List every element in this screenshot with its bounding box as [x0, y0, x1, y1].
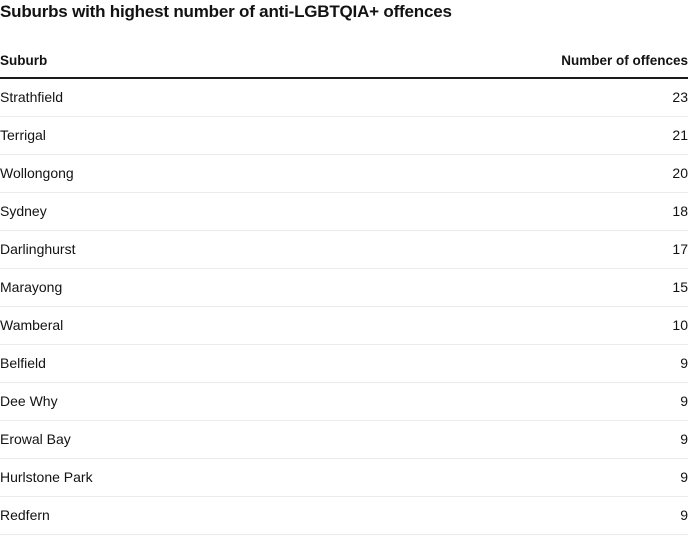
suburb-cell: Wamberal	[0, 306, 344, 345]
suburb-cell: Sydney	[0, 192, 344, 231]
offences-table: Suburb Number of offences Strathfield 23 T…	[0, 23, 688, 535]
suburb-cell: Marayong	[0, 268, 344, 307]
column-header-suburb: Suburb	[0, 23, 344, 79]
table-row: Marayong 15	[0, 268, 688, 307]
table-row: Wollongong 20	[0, 154, 688, 193]
offences-cell: 10	[344, 306, 688, 345]
table-row: Erowal Bay 9	[0, 420, 688, 459]
offences-cell: 17	[344, 230, 688, 269]
table-row: Wamberal 10	[0, 306, 688, 345]
table-row: Strathfield 23	[0, 78, 688, 117]
suburb-cell: Wollongong	[0, 154, 344, 193]
table-header-row: Suburb Number of offences	[0, 23, 688, 79]
table-row: Belfield 9	[0, 344, 688, 383]
table-header: Suburb Number of offences	[0, 23, 688, 79]
table-row: Darlinghurst 17	[0, 230, 688, 269]
table-row: Redfern 9	[0, 496, 688, 535]
suburb-cell: Strathfield	[0, 78, 344, 117]
offences-cell: 9	[344, 496, 688, 535]
table-row: Hurlstone Park 9	[0, 458, 688, 497]
table-row: Sydney 18	[0, 192, 688, 231]
offences-cell: 9	[344, 458, 688, 497]
suburb-cell: Erowal Bay	[0, 420, 344, 459]
offences-cell: 18	[344, 192, 688, 231]
table-row: Dee Why 9	[0, 382, 688, 421]
table-row: Terrigal 21	[0, 116, 688, 155]
suburb-cell: Hurlstone Park	[0, 458, 344, 497]
page-title: Suburbs with highest number of anti-LGBT…	[0, 2, 452, 21]
offences-cell: 9	[344, 344, 688, 383]
suburb-cell: Dee Why	[0, 382, 344, 421]
offences-cell: 23	[344, 78, 688, 117]
offences-cell: 9	[344, 382, 688, 421]
suburb-cell: Redfern	[0, 496, 344, 535]
column-header-offences: Number of offences	[344, 23, 688, 79]
offences-cell: 20	[344, 154, 688, 193]
suburb-cell: Terrigal	[0, 116, 344, 155]
offences-cell: 15	[344, 268, 688, 307]
offences-cell: 9	[344, 420, 688, 459]
suburb-cell: Darlinghurst	[0, 230, 344, 269]
suburb-cell: Belfield	[0, 344, 344, 383]
offences-cell: 21	[344, 116, 688, 155]
table-body: Strathfield 23 Terrigal 21 Wollongong 20 Sydne…	[0, 78, 688, 535]
